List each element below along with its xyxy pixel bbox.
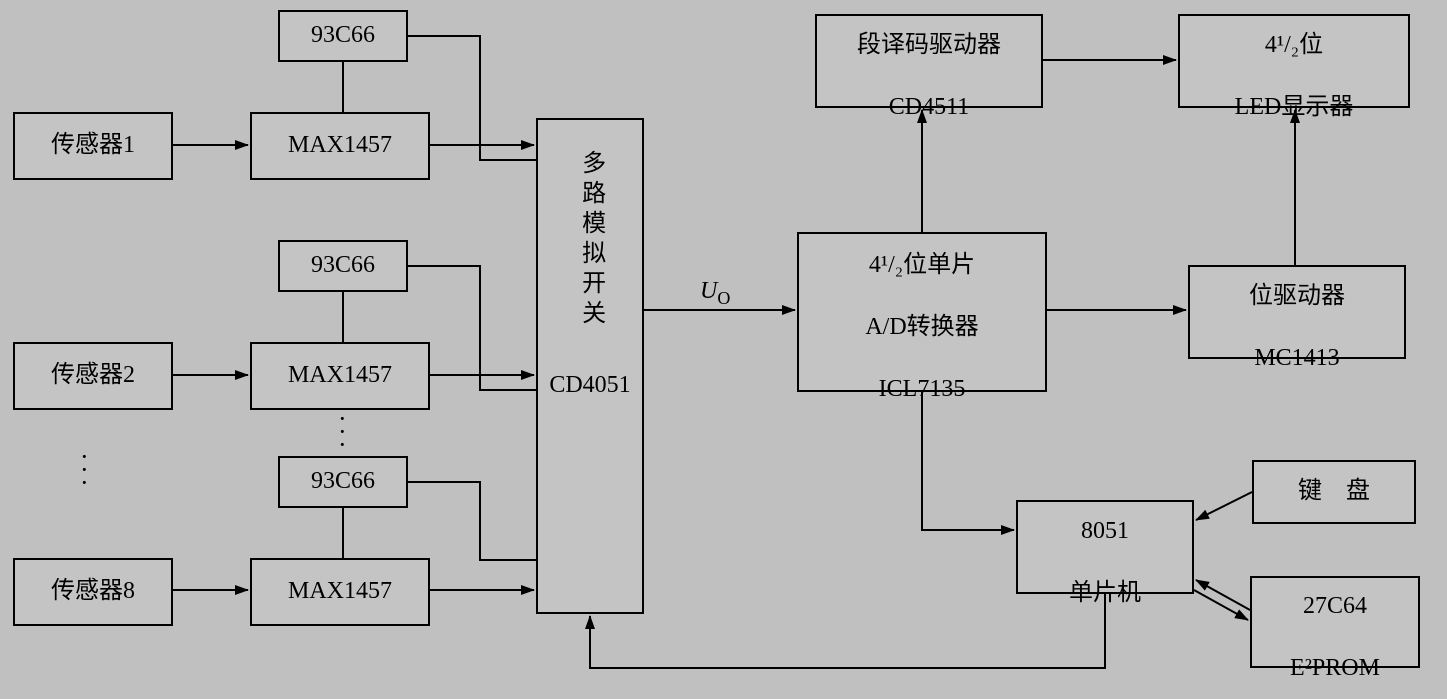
block-segment-driver-cd4511: 段译码驱动器 CD4511: [815, 14, 1043, 108]
block-max1457-2: MAX1457: [250, 342, 430, 410]
adc-label: 4¹/₂位单片 A/D转换器 ICL7135: [865, 218, 978, 405]
block-digit-driver-mc1413: 位驱动器 MC1413: [1188, 265, 1406, 359]
block-sensor-8: 传感器8: [13, 558, 173, 626]
seg-label: 段译码驱动器 CD4511: [857, 0, 1001, 123]
block-adc-icl7135: 4¹/₂位单片 A/D转换器 ICL7135: [797, 232, 1047, 392]
block-sensor-1: 传感器1: [13, 112, 173, 180]
signal-label-uo: UO: [700, 278, 730, 309]
block-eeprom-2: 93C66: [278, 240, 408, 292]
block-mcu-8051: 8051 单片机: [1016, 500, 1194, 594]
block-max1457-1: MAX1457: [250, 112, 430, 180]
e2prom-label: 27C64 E²PROM: [1290, 560, 1380, 685]
mux-part-label: CD4051: [549, 370, 630, 401]
mcu-label: 8051 单片机: [1069, 485, 1141, 610]
block-multiplexer-cd4051: 多路模拟开关 CD4051: [536, 118, 644, 614]
block-sensor-2: 传感器2: [13, 342, 173, 410]
ellipsis-sensors: ···: [80, 450, 89, 489]
mux-vertical-label: 多路模拟开关: [574, 150, 605, 330]
led-label: 4¹/₂位 LED显示器: [1235, 0, 1354, 123]
block-eeprom-8: 93C66: [278, 456, 408, 508]
block-max1457-8: MAX1457: [250, 558, 430, 626]
block-keyboard: 键 盘: [1252, 460, 1416, 524]
digit-label: 位驱动器 MC1413: [1249, 250, 1345, 375]
block-eeprom-1: 93C66: [278, 10, 408, 62]
diagram-canvas: 传感器1 传感器2 传感器8 93C66 93C66 93C66 MAX1457…: [0, 0, 1447, 699]
block-led-display: 4¹/₂位 LED显示器: [1178, 14, 1410, 108]
ellipsis-max: ···: [338, 412, 347, 451]
block-e2prom-27c64: 27C64 E²PROM: [1250, 576, 1420, 668]
